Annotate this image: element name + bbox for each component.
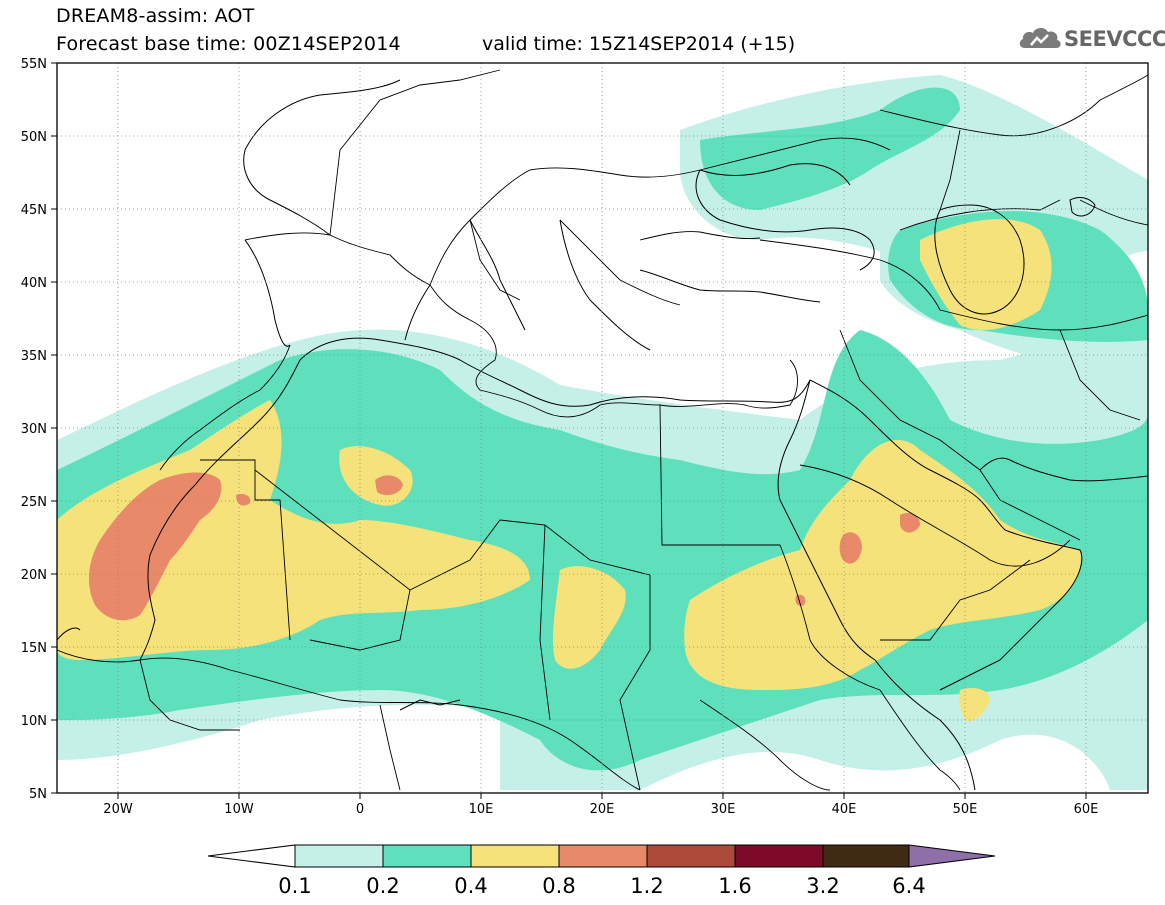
lat-label: 40N [21,276,47,291]
lat-label: 20N [21,568,47,583]
colorbar-label: 1.6 [718,874,751,898]
colorbar-segment [646,844,736,868]
colorbar-segment [470,844,560,868]
longitude-labels: 20W 10W 0 10E 20E 30E 40E 50E 60E [103,802,1098,817]
colorbar-label: 0.8 [542,874,575,898]
lon-label: 30E [711,802,736,817]
lat-label: 50N [21,130,47,145]
lon-label: 20W [103,802,133,817]
graticule [57,63,1148,793]
lon-label: 60E [1074,802,1099,817]
colorbar-label: 0.1 [278,874,311,898]
lat-label: 25N [21,495,47,510]
lon-label: 20E [590,802,615,817]
colorbar-segment-under [207,844,296,868]
aot-field [57,75,1148,790]
cloud-logo-icon [1019,27,1061,48]
colorbar-segment-over [908,844,996,868]
colorbar [207,844,996,868]
colorbar-label: 0.2 [366,874,399,898]
valid-time: valid time: 15Z14SEP2014 (+15) [482,33,796,55]
lon-label: 40E [832,802,857,817]
lon-label: 0 [356,802,364,817]
colorbar-label: 3.2 [806,874,839,898]
aot-level-0.8 [88,472,920,621]
lat-label: 10N [21,714,47,729]
seevccc-logo: SEEVCCC [1017,24,1165,54]
lon-label: 10W [224,802,254,817]
colorbar-segment [734,844,824,868]
colorbar-segment [822,844,910,868]
chart-title: DREAM8-assim: AOT [56,5,255,27]
lat-label: 55N [21,57,47,72]
lat-label: 35N [21,349,47,364]
lon-label: 50E [953,802,978,817]
latitude-labels: 55N 50N 45N 40N 35N 30N 25N 20N 15N 10N … [21,57,47,802]
coastlines [57,79,1148,791]
colorbar-segment [382,844,472,868]
lat-label: 30N [21,422,47,437]
forecast-base-time: Forecast base time: 00Z14SEP2014 [56,33,401,55]
lat-label: 45N [21,203,47,218]
colorbar-labels: 0.1 0.2 0.4 0.8 1.2 1.6 3.2 6.4 [278,874,925,898]
colorbar-label: 1.2 [630,874,663,898]
colorbar-segment [294,844,384,868]
lat-label: 5N [29,787,47,802]
colorbar-label: 6.4 [892,874,925,898]
colorbar-label: 0.4 [454,874,487,898]
lon-label: 10E [469,802,494,817]
colorbar-segment [558,844,648,868]
logo-text: SEEVCCC [1064,27,1165,51]
lat-label: 15N [21,641,47,656]
axis-ticks [51,62,1087,799]
